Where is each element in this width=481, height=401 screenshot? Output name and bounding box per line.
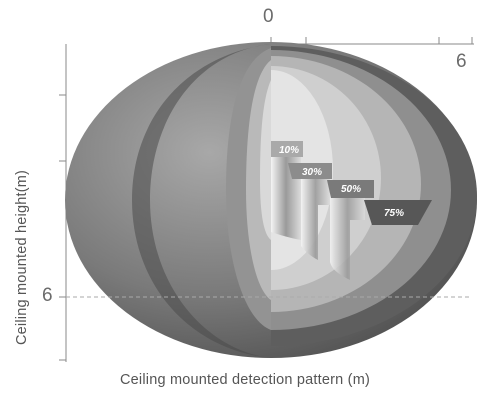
zone-plate-10 — [271, 141, 303, 157]
zone-plate-30 — [288, 163, 332, 179]
left-inner-band — [260, 80, 271, 240]
x-axis-label: Ceiling mounted detection pattern (m) — [120, 372, 370, 388]
left-tick-six: 6 — [42, 285, 53, 306]
left-shadow-band — [132, 44, 271, 358]
wedge-edge — [330, 190, 365, 280]
top-tick-zero: 0 — [263, 6, 274, 27]
wedge-edge — [301, 170, 330, 260]
top-tick-six: 6 — [456, 51, 467, 72]
zone-label-30: 30% — [302, 167, 322, 178]
zone-plate-50 — [327, 180, 374, 198]
zone-label-10: 10% — [279, 145, 299, 156]
zone-plate-75 — [364, 200, 432, 225]
zone-label-50: 50% — [341, 184, 361, 195]
zone-label-75: 75% — [384, 208, 404, 219]
y-axis-label: Ceiling mounted height(m) — [14, 169, 30, 345]
